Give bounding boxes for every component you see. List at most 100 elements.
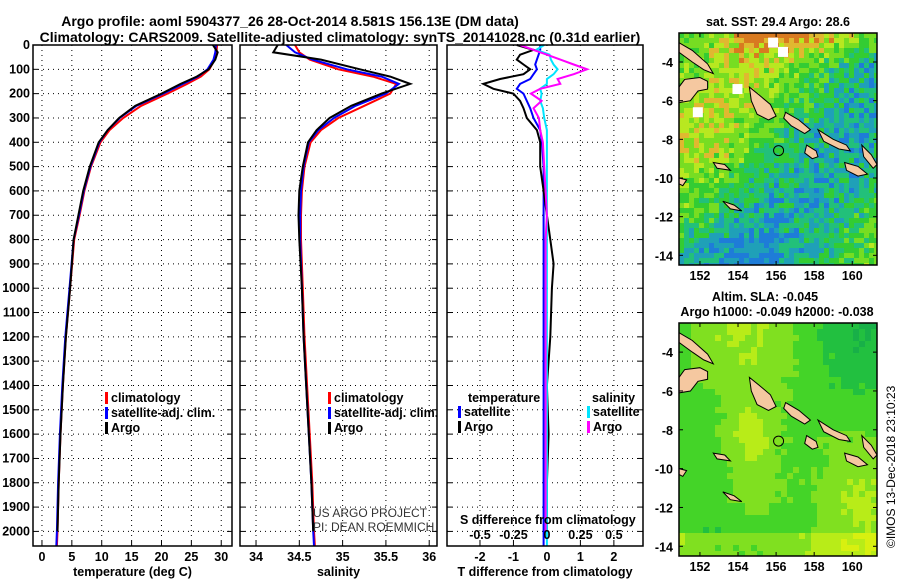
map-cell bbox=[779, 33, 784, 38]
map-cell bbox=[689, 118, 694, 123]
map-cell bbox=[871, 461, 877, 467]
map-cell bbox=[849, 103, 854, 108]
map-cell bbox=[764, 148, 769, 153]
map-cell bbox=[799, 533, 805, 539]
map-cell bbox=[781, 431, 787, 437]
map-cell bbox=[835, 461, 841, 467]
map-cell bbox=[824, 98, 829, 103]
map-cell bbox=[739, 213, 744, 218]
map-cell bbox=[859, 128, 864, 133]
map-cell bbox=[733, 329, 739, 335]
island bbox=[722, 491, 743, 503]
map-cell bbox=[794, 73, 799, 78]
map-cell bbox=[864, 73, 869, 78]
map-cell bbox=[715, 419, 721, 425]
map-cell bbox=[704, 118, 709, 123]
map-cell bbox=[779, 178, 784, 183]
map-cell bbox=[754, 83, 759, 88]
map-cell bbox=[744, 138, 749, 143]
map-cell bbox=[829, 353, 835, 359]
map-cell bbox=[853, 545, 859, 551]
map-cell bbox=[709, 467, 715, 473]
map-cell bbox=[829, 347, 835, 353]
map-cell bbox=[704, 168, 709, 173]
map-cell bbox=[779, 233, 784, 238]
map-cell bbox=[784, 188, 789, 193]
map-cell bbox=[764, 213, 769, 218]
map-cell bbox=[789, 133, 794, 138]
map-cell bbox=[685, 473, 691, 479]
map-cell bbox=[754, 238, 759, 243]
map-cell bbox=[854, 68, 859, 73]
map-cell bbox=[751, 497, 757, 503]
map-cell bbox=[734, 43, 739, 48]
map-cell bbox=[824, 253, 829, 258]
map-cell bbox=[865, 527, 871, 533]
map-cell bbox=[823, 395, 829, 401]
map-cell bbox=[844, 153, 849, 158]
map-cell bbox=[679, 479, 685, 485]
map-cell bbox=[811, 527, 817, 533]
s-tick-label: 0.25 bbox=[568, 528, 592, 542]
map-cell bbox=[814, 173, 819, 178]
map-cell bbox=[689, 38, 694, 43]
map-cell bbox=[829, 178, 834, 183]
map-cell bbox=[749, 58, 754, 63]
y-tick-label: 500 bbox=[9, 160, 30, 174]
map-cell bbox=[769, 503, 775, 509]
map-cell bbox=[697, 419, 703, 425]
lon-tick-label: 160 bbox=[842, 269, 863, 283]
map-cell bbox=[859, 407, 865, 413]
map-cell bbox=[817, 395, 823, 401]
lon-tick-label: 152 bbox=[690, 560, 711, 574]
map-cell bbox=[834, 78, 839, 83]
map-cell bbox=[839, 233, 844, 238]
map-missing-cell bbox=[732, 84, 743, 95]
map-cell bbox=[834, 83, 839, 88]
map-cell bbox=[739, 233, 744, 238]
map-cell bbox=[689, 153, 694, 158]
map-cell bbox=[853, 353, 859, 359]
map-cell bbox=[734, 228, 739, 233]
map-cell bbox=[739, 431, 745, 437]
map-cell bbox=[729, 198, 734, 203]
map-cell bbox=[823, 407, 829, 413]
map-cell bbox=[849, 58, 854, 63]
map-cell bbox=[841, 521, 847, 527]
map-cell bbox=[709, 128, 714, 133]
map-cell bbox=[794, 178, 799, 183]
map-cell bbox=[829, 238, 834, 243]
map-cell bbox=[759, 33, 764, 38]
map-cell bbox=[865, 515, 871, 521]
map-cell bbox=[814, 98, 819, 103]
map-cell bbox=[719, 108, 724, 113]
map-cell bbox=[864, 198, 869, 203]
map-cell bbox=[744, 198, 749, 203]
map-cell bbox=[694, 243, 699, 248]
map-cell bbox=[757, 443, 763, 449]
map-cell bbox=[829, 218, 834, 223]
map-cell bbox=[814, 123, 819, 128]
map-cell bbox=[804, 43, 809, 48]
map-cell bbox=[769, 443, 775, 449]
map-cell bbox=[871, 323, 877, 329]
map-cell bbox=[854, 258, 859, 263]
map-cell bbox=[799, 383, 805, 389]
map-cell bbox=[739, 153, 744, 158]
map-cell bbox=[824, 118, 829, 123]
map-cell bbox=[874, 108, 877, 113]
map-cell bbox=[859, 395, 865, 401]
map-cell bbox=[854, 238, 859, 243]
map-cell bbox=[744, 148, 749, 153]
map-cell bbox=[794, 173, 799, 178]
y-tick-label: 1600 bbox=[2, 427, 30, 441]
map-cell bbox=[751, 473, 757, 479]
map-cell bbox=[704, 73, 709, 78]
map-cell bbox=[834, 53, 839, 58]
map-cell bbox=[689, 218, 694, 223]
map-cell bbox=[679, 248, 684, 253]
map-cell bbox=[719, 188, 724, 193]
map-cell bbox=[754, 163, 759, 168]
map-cell bbox=[823, 551, 829, 556]
map-cell bbox=[781, 527, 787, 533]
